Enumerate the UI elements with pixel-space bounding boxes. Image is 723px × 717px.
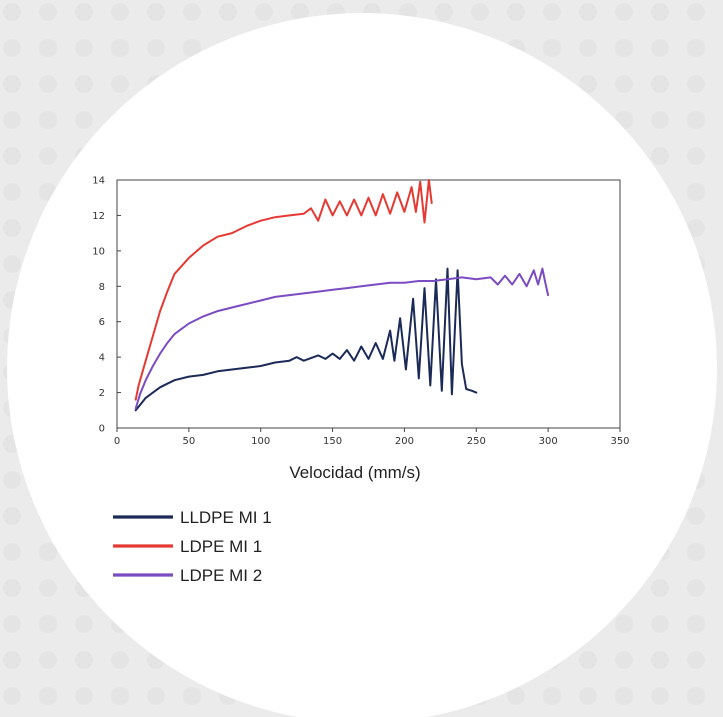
x-tick-label: 0 <box>114 436 120 447</box>
series-line-3 <box>134 267 550 410</box>
y-tick-label: 4 <box>99 353 105 364</box>
white-circle-backdrop <box>7 13 717 717</box>
series-line-1 <box>134 267 478 412</box>
x-tick-label: 200 <box>395 436 414 447</box>
x-tick-label: 250 <box>467 436 486 447</box>
plot-frame <box>116 179 621 429</box>
series-line-2 <box>134 179 433 401</box>
y-tick-label: 8 <box>99 282 105 293</box>
legend: LLDPE MI 1 LDPE MI 1 LDPE MI 2 <box>113 508 272 585</box>
x-tick-label: 50 <box>182 436 195 447</box>
legend-label: LLDPE MI 1 <box>180 508 272 527</box>
x-tick-label: 350 <box>610 436 629 447</box>
legend-label: LDPE MI 1 <box>180 537 262 556</box>
y-tick-label: 6 <box>99 317 105 328</box>
x-tick-label: 300 <box>539 436 558 447</box>
x-axis-label: Velocidad (mm/s) <box>289 463 420 482</box>
y-tick-label: 12 <box>92 211 105 222</box>
y-tick-label: 0 <box>99 424 105 435</box>
x-tick-label: 100 <box>251 436 270 447</box>
y-tick-label: 14 <box>92 176 105 187</box>
chart-series <box>134 179 550 412</box>
chart-axes: 0 50 100 150 200 250 300 350 0 2 4 6 8 10 12 14 <box>92 176 629 448</box>
x-tick-label: 150 <box>323 436 342 447</box>
y-tick-label: 10 <box>92 246 105 257</box>
legend-label: LDPE MI 2 <box>180 566 262 585</box>
y-tick-label: 2 <box>99 388 105 399</box>
